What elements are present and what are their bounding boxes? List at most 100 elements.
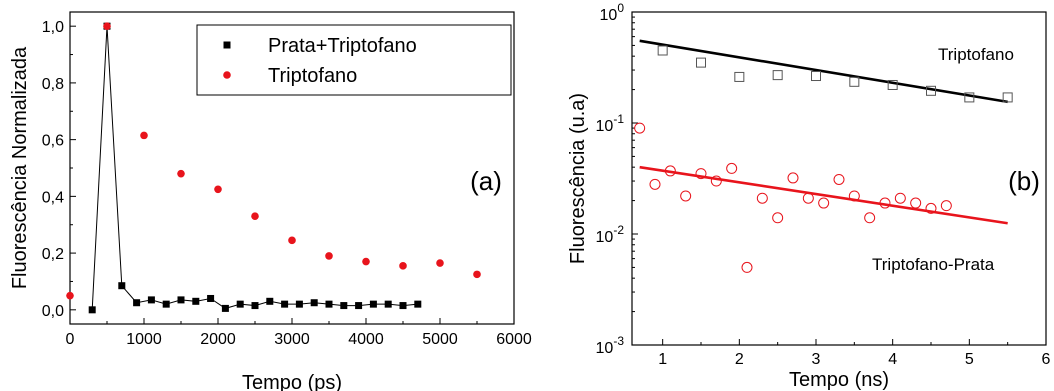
data-point-triptofano-prata — [741, 261, 753, 273]
data-point-triptofano-prata — [787, 172, 799, 184]
annotation-triptofano: Triptofano — [938, 45, 1014, 64]
legend-frame — [196, 24, 512, 96]
data-point-prata-triptofano — [295, 300, 303, 308]
data-point-triptofano — [288, 236, 296, 245]
data-point-triptofano-prata — [756, 192, 768, 204]
data-point-triptofano — [103, 22, 111, 30]
panel-label-b: (b) — [1008, 166, 1040, 196]
y-tick-label-a: 0,2 — [42, 246, 64, 263]
x-tick-label-a: 3000 — [274, 331, 310, 348]
plot-frame-b — [631, 11, 1047, 346]
data-point-triptofano-prata — [802, 192, 814, 204]
data-point-prata-triptofano — [221, 304, 229, 312]
x-tick-label-b: 6 — [1042, 351, 1051, 368]
data-point-prata-triptofano — [133, 299, 141, 307]
data-point-triptofano — [325, 252, 333, 260]
data-point-prata-triptofano — [340, 302, 348, 310]
data-point-triptofano-prata — [649, 178, 661, 190]
data-point-prata-triptofano — [192, 297, 200, 305]
annotation-triptofano-prata: Triptofano-Prata — [872, 255, 995, 274]
data-point-triptofano — [734, 71, 745, 82]
data-point-prata-triptofano — [251, 302, 259, 310]
data-point-triptofano — [473, 270, 481, 279]
y-tick-label-a: 0,6 — [42, 133, 64, 150]
y-tick-label-a: 1,0 — [42, 19, 64, 36]
y-tick-label-b: 100 — [600, 1, 625, 24]
legend-square-symbol — [223, 41, 231, 49]
series-b — [634, 39, 1013, 273]
legend-entry-prata-triptofano: Prata+Triptofano — [268, 35, 417, 57]
data-point-triptofano — [849, 76, 860, 87]
series-a — [66, 22, 481, 314]
data-point-triptofano — [887, 79, 898, 90]
x-tick-label-b: 1 — [658, 351, 667, 368]
data-point-prata-triptofano — [384, 300, 392, 308]
legend-entry-triptofano: Triptofano — [268, 65, 357, 87]
data-point-triptofano-prata — [833, 173, 845, 185]
x-tick-label-b: 3 — [812, 351, 821, 368]
x-tick-label-b: 2 — [735, 351, 744, 368]
data-point-triptofano-prata — [940, 200, 952, 212]
data-point-prata-triptofano — [147, 296, 155, 304]
legend-circle-symbol — [223, 71, 231, 79]
data-point-triptofano-prata — [772, 212, 784, 224]
data-point-triptofano-prata — [695, 168, 707, 180]
data-point-prata-triptofano — [236, 300, 244, 308]
y-tick-label-b: 10-1 — [596, 112, 625, 135]
data-point-triptofano — [362, 257, 370, 266]
y-tick-label-a: 0,0 — [42, 303, 64, 320]
data-point-triptofano-prata — [894, 192, 906, 204]
data-point-triptofano-prata — [864, 212, 876, 224]
x-tick-label-b: 4 — [888, 351, 897, 368]
y-tick-label-a: 0,4 — [42, 189, 64, 206]
x-axis-label-b: Tempo (ns) — [789, 369, 889, 391]
fit-line-triptofano-prata — [639, 165, 1008, 225]
data-point-triptofano-prata — [879, 197, 891, 209]
ticks-a: 0 1000 2000 3000 4000 5000 6000 0,0 0,2 0,4 0,6 0,8… — [42, 19, 532, 348]
x-tick-label-a: 6000 — [496, 331, 532, 348]
data-point-triptofano — [1002, 92, 1013, 103]
data-point-triptofano — [399, 262, 407, 270]
chart-panel-b: 1 2 3 4 5 6 10-3 10-2 10-1 100 Tempo (ns) Fluores… — [567, 1, 1051, 391]
legend-a: Prata+Triptofano Triptofano — [196, 24, 512, 96]
data-point-prata-triptofano — [207, 294, 215, 302]
data-point-triptofano — [811, 71, 821, 82]
panel-label-a: (a) — [470, 166, 502, 196]
ticks-b: 1 2 3 4 5 6 10-3 10-2 10-1 100 — [596, 1, 1051, 368]
data-point-prata-triptofano — [118, 282, 126, 290]
data-point-triptofano — [214, 185, 222, 194]
data-point-prata-triptofano — [310, 299, 318, 307]
data-point-triptofano-prata — [634, 122, 646, 134]
y-axis-label-a: Fluorescência Normalizada — [9, 46, 31, 289]
data-point-triptofano — [926, 85, 936, 96]
x-axis-label-a: Tempo (ps) — [242, 372, 342, 391]
data-point-triptofano — [177, 169, 185, 178]
chart-panel-a: 0 1000 2000 3000 4000 5000 6000 0,0 0,2 0,4 0,6 0,8… — [9, 11, 532, 391]
x-tick-label-a: 5000 — [422, 331, 458, 348]
y-tick-label-a: 0,8 — [42, 76, 64, 93]
data-point-triptofano — [657, 45, 668, 56]
x-tick-label-a: 2000 — [200, 331, 236, 348]
data-point-prata-triptofano — [355, 302, 363, 310]
data-point-prata-triptofano — [177, 296, 185, 304]
data-point-triptofano — [964, 92, 975, 103]
data-point-triptofano-prata — [910, 197, 922, 209]
data-point-triptofano — [140, 131, 148, 140]
data-point-triptofano — [696, 57, 706, 68]
data-point-triptofano-prata — [664, 165, 676, 177]
data-point-triptofano-prata — [925, 202, 937, 214]
data-point-triptofano — [66, 291, 74, 300]
y-axis-label-b: Fluorescência (u.a) — [567, 93, 589, 264]
data-point-triptofano — [772, 70, 783, 81]
data-point-prata-triptofano — [325, 300, 333, 308]
data-point-triptofano-prata — [848, 190, 860, 202]
data-point-triptofano-prata — [710, 175, 722, 187]
x-tick-label-a: 1000 — [126, 331, 162, 348]
data-point-prata-triptofano — [162, 300, 170, 308]
data-point-prata-triptofano — [266, 297, 274, 305]
data-point-triptofano — [436, 259, 444, 267]
x-tick-label-a: 0 — [66, 331, 75, 348]
y-tick-label-b: 10-2 — [596, 223, 625, 246]
data-point-prata-triptofano — [399, 302, 407, 310]
